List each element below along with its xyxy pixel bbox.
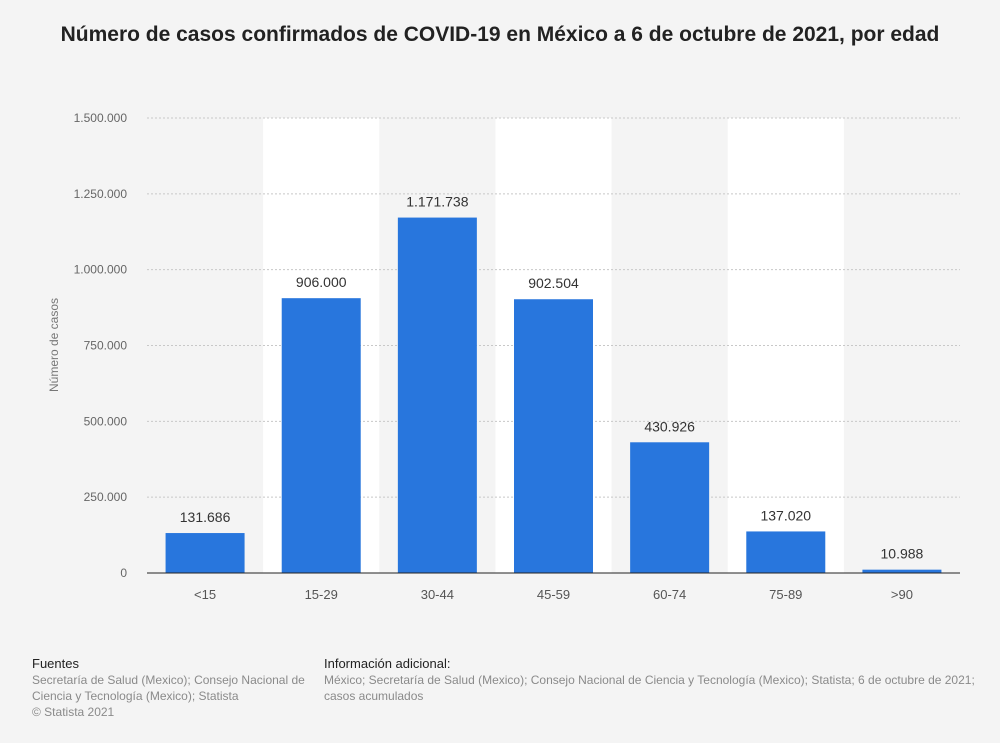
bar-value-label: 902.504 (528, 275, 579, 291)
bar-value-label: 10.988 (881, 546, 924, 562)
y-tick-label: 750.000 (84, 339, 128, 353)
y-tick-label: 1.000.000 (74, 263, 128, 277)
bar-value-label: 906.000 (296, 274, 347, 290)
bar-value-label: 1.171.738 (406, 194, 468, 210)
sources-text: Secretaría de Salud (Mexico); Consejo Na… (32, 673, 305, 703)
x-tick-label: 60-74 (653, 587, 686, 602)
y-tick-label: 1.250.000 (74, 187, 128, 201)
x-tick-label: <15 (194, 587, 216, 602)
chart-title: Número de casos confirmados de COVID-19 … (60, 23, 940, 46)
y-tick-label: 250.000 (84, 490, 128, 504)
x-tick-label: >90 (891, 587, 913, 602)
x-tick-label: 75-89 (769, 587, 802, 602)
bar[interactable] (397, 217, 477, 573)
bar[interactable] (514, 299, 593, 573)
y-tick-label: 1.500.000 (74, 111, 128, 125)
x-tick-label: 15-29 (305, 587, 338, 602)
info-heading: Información adicional: (324, 656, 451, 671)
bar[interactable] (165, 533, 245, 573)
footer-sources: Fuentes Secretaría de Salud (Mexico); Co… (32, 656, 322, 720)
bar[interactable] (281, 298, 361, 573)
bar-chart: 0 250.000 500.000 750.000 1.000.000 1.250.000… (47, 111, 960, 602)
y-tick-label: 500.000 (84, 414, 128, 428)
y-axis-label: Número de casos (47, 298, 61, 392)
column-band (727, 118, 844, 573)
copyright[interactable]: © Statista 2021 (32, 705, 115, 719)
bar[interactable] (862, 569, 942, 573)
bar-value-label: 131.686 (180, 509, 231, 525)
bar[interactable] (630, 442, 710, 573)
bar-value-label: 430.926 (644, 418, 695, 434)
y-tick-label: 0 (120, 566, 127, 580)
bar[interactable] (746, 531, 826, 573)
info-text: México; Secretaría de Salud (Mexico); Co… (324, 673, 975, 703)
bar-value-label: 137.020 (760, 507, 811, 523)
x-tick-label: 45-59 (537, 587, 570, 602)
x-tick-label: 30-44 (421, 587, 454, 602)
sources-heading: Fuentes (32, 656, 79, 671)
footer-info: Información adicional: México; Secretarí… (324, 656, 1000, 704)
